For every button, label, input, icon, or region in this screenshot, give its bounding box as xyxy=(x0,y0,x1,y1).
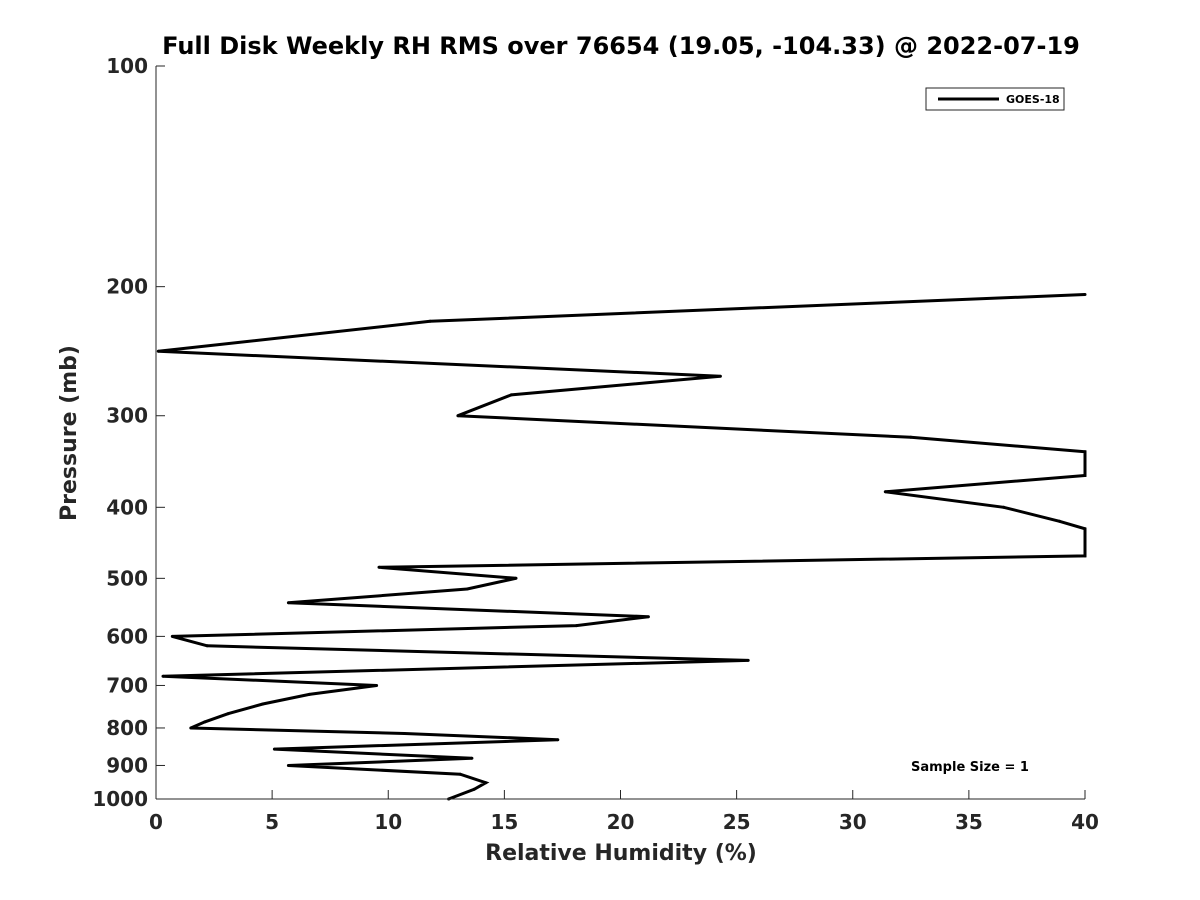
y-tick-label: 600 xyxy=(106,624,148,648)
data-point xyxy=(509,393,513,397)
x-tick-label: 5 xyxy=(265,810,279,834)
data-point xyxy=(205,644,209,648)
data-point xyxy=(286,764,290,767)
sample-size-annotation: Sample Size = 1 xyxy=(911,760,1029,775)
y-tick-label: 700 xyxy=(106,673,148,697)
x-axis-label: Relative Humidity (%) xyxy=(485,841,757,866)
data-point xyxy=(403,732,406,735)
x-tick-label: 20 xyxy=(607,810,635,834)
data-point xyxy=(456,414,460,418)
y-tick-label: 200 xyxy=(106,275,148,299)
x-tick-label: 10 xyxy=(374,810,402,834)
y-tick-label: 100 xyxy=(106,54,148,78)
data-point xyxy=(1083,293,1087,296)
data-point xyxy=(203,720,207,724)
data-point xyxy=(514,576,518,580)
data-point xyxy=(1002,505,1006,509)
y-tick-label: 400 xyxy=(106,495,148,519)
plot-area xyxy=(156,66,1085,799)
data-point xyxy=(286,601,290,605)
chart-title: Full Disk Weekly RH RMS over 76654 (19.0… xyxy=(162,32,1080,60)
data-point xyxy=(718,374,722,378)
data-point xyxy=(883,490,887,494)
y-tick-label: 800 xyxy=(106,716,148,740)
y-ticks: 100 200 300 400 500 600 700 800 900 1000 xyxy=(92,54,165,811)
data-point xyxy=(646,615,650,619)
data-point xyxy=(226,712,230,716)
data-point xyxy=(909,435,913,439)
x-tick-label: 25 xyxy=(723,810,751,834)
x-tick-label: 0 xyxy=(149,810,163,834)
y-tick-label: 500 xyxy=(106,566,148,590)
y-tick-label: 300 xyxy=(106,404,148,428)
data-point xyxy=(375,684,379,687)
data-point xyxy=(465,587,469,591)
x-ticks: 0 5 10 15 20 25 30 35 40 xyxy=(149,790,1099,834)
data-point xyxy=(458,772,462,776)
y-tick-label: 1000 xyxy=(92,787,148,811)
x-tick-label: 35 xyxy=(955,810,983,834)
data-point xyxy=(161,674,165,678)
data-point xyxy=(272,747,276,751)
data-point xyxy=(1083,554,1087,558)
x-tick-label: 15 xyxy=(490,810,518,834)
data-point xyxy=(556,738,560,742)
series-layer xyxy=(156,293,1087,801)
data-point xyxy=(377,565,381,569)
data-point xyxy=(428,319,432,323)
data-point xyxy=(472,787,476,791)
data-point xyxy=(261,702,265,706)
data-point xyxy=(307,692,311,696)
y-axis-label: Pressure (mb) xyxy=(57,345,82,521)
data-point xyxy=(156,349,160,353)
data-point xyxy=(574,624,578,628)
data-point xyxy=(746,658,750,662)
data-point xyxy=(470,756,474,760)
data-point xyxy=(1083,474,1087,477)
x-tick-label: 30 xyxy=(839,810,867,834)
data-point xyxy=(1083,450,1087,454)
data-point xyxy=(189,726,193,730)
legend: GOES-18 xyxy=(925,87,1065,111)
data-point xyxy=(1058,519,1061,523)
y-tick-label: 900 xyxy=(106,753,148,777)
data-point xyxy=(1083,527,1087,531)
x-tick-label: 40 xyxy=(1071,810,1099,834)
legend-entry-goes-18: GOES-18 xyxy=(1006,93,1060,106)
data-point xyxy=(170,634,174,638)
data-point xyxy=(484,781,488,785)
